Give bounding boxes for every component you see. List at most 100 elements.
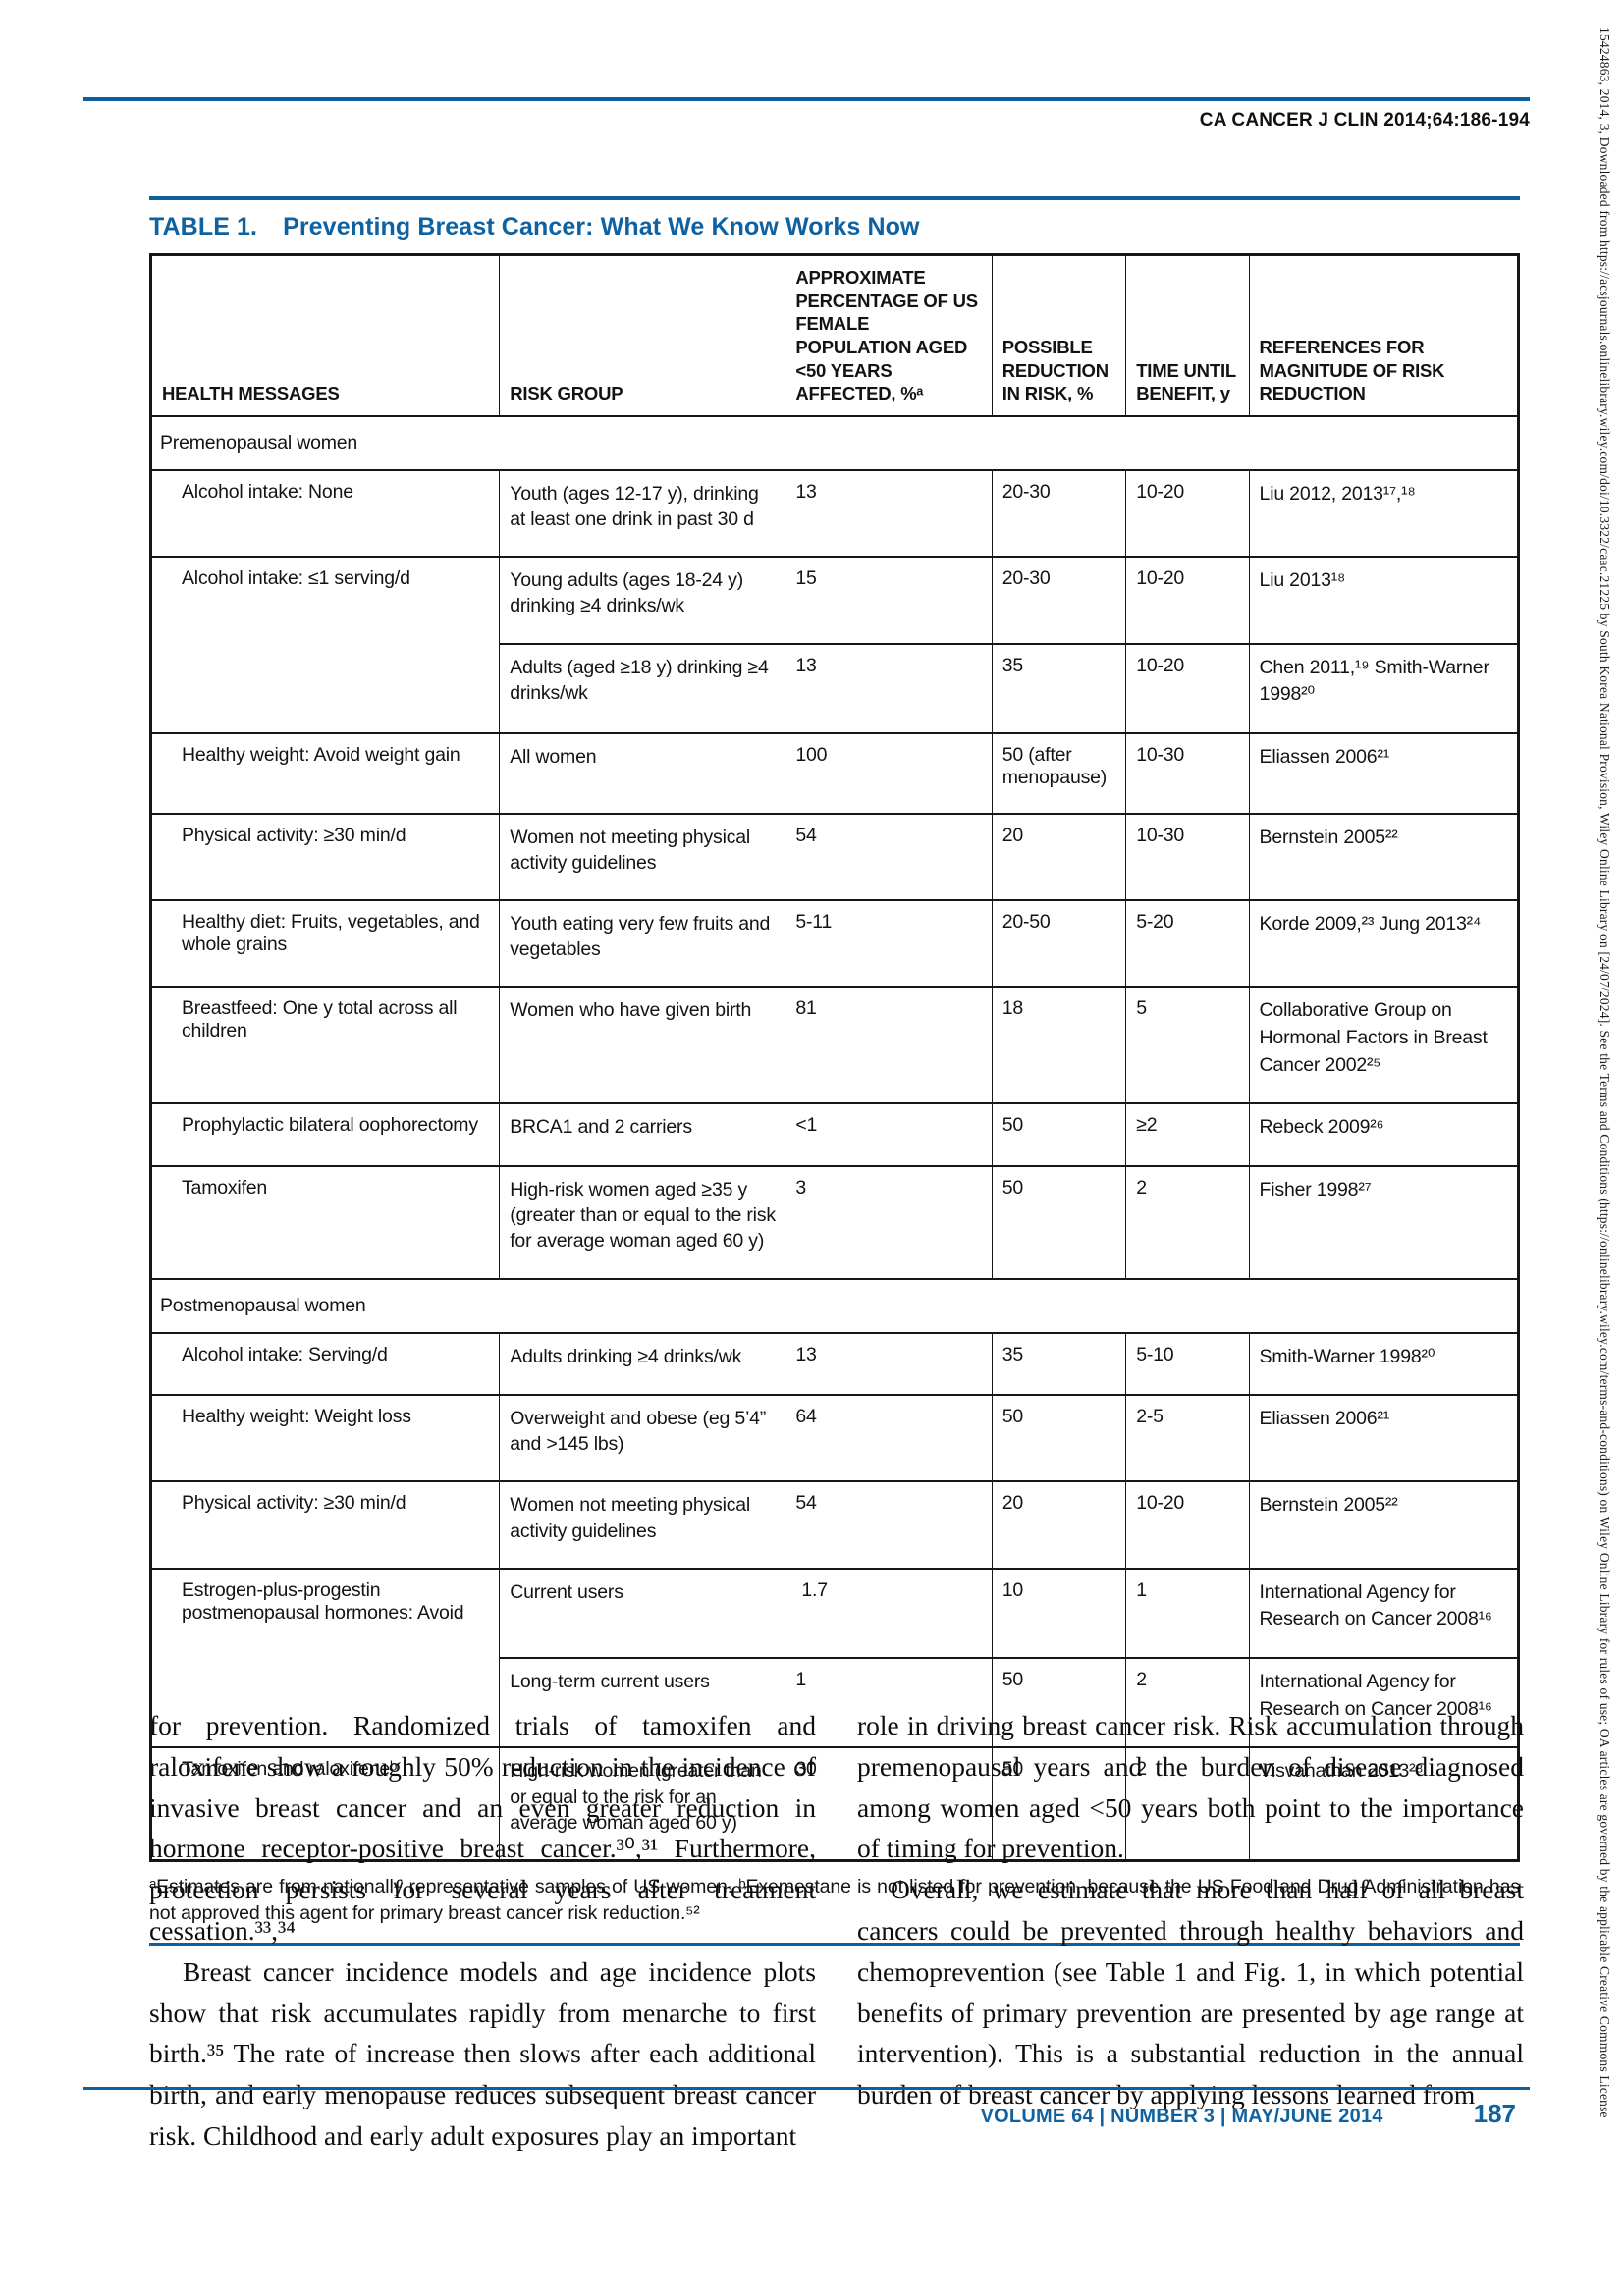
table-title: TABLE 1. Preventing Breast Cancer: What W… (149, 200, 1520, 253)
col-header-time: TIME UNTIL BENEFIT, y (1125, 253, 1250, 418)
journal-citation: CA CANCER J CLIN 2014;64:186-194 (1199, 110, 1530, 131)
page-footer: VOLUME 64 | NUMBER 3 | MAY/JUNE 2014 187 (83, 2099, 1530, 2129)
cell-health-message: Prophylactic bilateral oophorectomy (149, 1102, 501, 1168)
cell-risk-group: Long-term current users (499, 1657, 786, 1749)
table-top-rule (149, 196, 1520, 200)
cell-time: 10-20 (1125, 556, 1250, 645)
col-header-health-messages: HEALTH MESSAGES (149, 253, 501, 418)
cell-reference: Liu 2013¹⁸ (1248, 556, 1520, 645)
table-1-block: TABLE 1. Preventing Breast Cancer: What W… (149, 196, 1520, 1947)
cell-reference: Bernstein 2005²² (1248, 812, 1520, 902)
cell-risk-group: Overweight and obese (eg 5’4” and >145 l… (499, 1394, 786, 1483)
cell-percent: 54 (785, 1480, 993, 1570)
cell-time: 2 (1125, 1746, 1250, 1862)
cell-reference: Chen 2011,¹⁹ Smith-Warner 1998²⁰ (1248, 642, 1520, 734)
cell-health-message: Healthy weight: Avoid weight gain (149, 731, 501, 815)
cell-percent: 64 (785, 1394, 993, 1483)
cell-reference: Bernstein 2005²² (1248, 1480, 1520, 1570)
cell-percent: 5-11 (785, 899, 993, 988)
footer-divider-rule (83, 2087, 1530, 2090)
cell-health-message: Healthy weight: Weight loss (149, 1394, 501, 1483)
cell-reduction: 20-30 (991, 469, 1127, 559)
cell-reduction: 20 (991, 812, 1127, 902)
cell-risk-group: Youth (ages 12-17 y), drinking at least … (499, 469, 786, 559)
cell-reference: Collaborative Group on Hormonal Factors … (1248, 986, 1520, 1105)
table-row: Prophylactic bilateral oophorectomy BRCA… (149, 1102, 1520, 1168)
top-divider-rule (83, 97, 1530, 101)
cell-percent: 1 (785, 1657, 993, 1749)
paragraph: role in driving breast cancer risk. Risk… (857, 1710, 1524, 1864)
cell-reference: Liu 2012, 2013¹⁷,¹⁸ (1248, 469, 1520, 559)
cell-risk-group: All women (499, 731, 786, 815)
cell-health-message: Physical activity: ≥30 min/d (149, 812, 501, 902)
table-row: Adults (aged ≥18 y) drinking ≥4 drinks/w… (151, 642, 1520, 734)
cell-reference: International Agency for Research on Can… (1248, 1567, 1520, 1660)
cell-percent: 54 (785, 812, 993, 902)
cell-percent: 13 (785, 642, 993, 734)
cell-reduction: 18 (991, 986, 1127, 1105)
cell-percent: 13 (785, 1331, 993, 1397)
cell-risk-group: Adults drinking ≥4 drinks/wk (499, 1331, 786, 1397)
cell-risk-group: Women who have given birth (499, 986, 786, 1105)
cell-percent: 15 (785, 556, 993, 645)
cell-risk-group: Youth eating very few fruits and vegetab… (499, 899, 786, 988)
cell-risk-group: High-risk women aged ≥35 y (greater than… (499, 1165, 786, 1280)
cell-time: 10-20 (1125, 1480, 1250, 1570)
col-header-references: REFERENCES FOR MAGNITUDE OF RISK REDUCTI… (1248, 253, 1520, 418)
cell-time: 2 (1125, 1657, 1250, 1749)
article-body: for prevention. Randomized trials of tam… (149, 1705, 1524, 2157)
table-row: Healthy weight: Weight loss Overweight a… (149, 1394, 1520, 1483)
cell-time: 1 (1125, 1567, 1250, 1660)
paragraph: Breast cancer incidence models and age i… (149, 1955, 816, 2151)
cell-reduction: 50 (991, 1165, 1127, 1280)
cell-percent: <1 (785, 1102, 993, 1168)
license-sidebar-text: 15424863, 2014, 3, Downloaded from https… (1597, 27, 1612, 2118)
col-header-percentage: APPROXIMATE PERCENTAGE OF US FEMALE POPU… (785, 253, 993, 418)
cell-time: 10-20 (1125, 642, 1250, 734)
cell-time: 2 (1125, 1165, 1250, 1280)
cell-health-message: Tamoxifen (149, 1165, 501, 1280)
cell-health-message: Alcohol intake: Serving/d (149, 1331, 501, 1397)
body-column-right: role in driving breast cancer risk. Risk… (857, 1705, 1524, 2157)
cell-reference: Eliassen 2006²¹ (1248, 1394, 1520, 1483)
table-footnote: ᵃEstimates are from nationally represent… (149, 1875, 1520, 1925)
cell-health-message: Healthy diet: Fruits, vegetables, and wh… (149, 899, 501, 988)
cell-health-message: Estrogen-plus-progestin postmenopausal h… (149, 1567, 501, 1749)
cell-percent: 100 (785, 731, 993, 815)
cell-percent: 13 (785, 469, 993, 559)
cell-risk-group: Women not meeting physical activity guid… (499, 812, 786, 902)
table-row: Healthy weight: Avoid weight gain All wo… (149, 731, 1520, 815)
table-row: Alcohol intake: Serving/d Adults drinkin… (149, 1331, 1520, 1397)
cell-risk-group: BRCA1 and 2 carriers (499, 1102, 786, 1168)
cell-time: 10-30 (1125, 731, 1250, 815)
cell-reduction: 50 (991, 1657, 1127, 1749)
cell-health-message: Breastfeed: One y total across all child… (149, 986, 501, 1105)
cell-reference: Rebeck 2009²⁶ (1248, 1102, 1520, 1168)
cell-reduction: 50 (991, 1746, 1127, 1862)
section-row-postmenopausal: Postmenopausal women (150, 1277, 1519, 1334)
table-row: Healthy diet: Fruits, vegetables, and wh… (149, 899, 1520, 988)
cell-reduction: 35 (991, 1331, 1127, 1397)
cell-reference: Korde 2009,²³ Jung 2013²⁴ (1248, 899, 1520, 988)
cell-reduction: 50 (after menopause) (991, 731, 1127, 815)
table-row: Breastfeed: One y total across all child… (149, 986, 1520, 1105)
cell-risk-group: Women not meeting physical activity guid… (499, 1480, 786, 1570)
cell-reference: Fisher 1998²⁷ (1248, 1165, 1520, 1280)
table-row: Long-term current users 1 50 2 Internati… (151, 1657, 1520, 1749)
cell-reduction: 50 (991, 1394, 1127, 1483)
cell-percent: 30 (785, 1746, 993, 1862)
cell-reduction: 20-30 (991, 556, 1127, 645)
section-row-premenopausal: Premenopausal women (150, 415, 1519, 472)
section-label: Postmenopausal women (150, 1277, 1519, 1334)
cell-reduction: 20-50 (991, 899, 1127, 988)
prevention-table: HEALTH MESSAGES RISK GROUP APPROXIMATE P… (149, 253, 1520, 1862)
cell-reduction: 10 (991, 1567, 1127, 1660)
col-header-risk-group: RISK GROUP (499, 253, 786, 418)
cell-reference: Visvanathan 2013²⁸ (1248, 1746, 1520, 1862)
table-row: Alcohol intake: ≤1 serving/d Young adult… (149, 556, 1520, 734)
table-title-text: Preventing Breast Cancer: What We Know W… (283, 213, 920, 240)
col-header-reduction: POSSIBLE REDUCTION IN RISK, % (991, 253, 1127, 418)
cell-health-message: Physical activity: ≥30 min/d (149, 1480, 501, 1570)
cell-risk-group: Adults (aged ≥18 y) drinking ≥4 drinks/w… (499, 642, 786, 734)
